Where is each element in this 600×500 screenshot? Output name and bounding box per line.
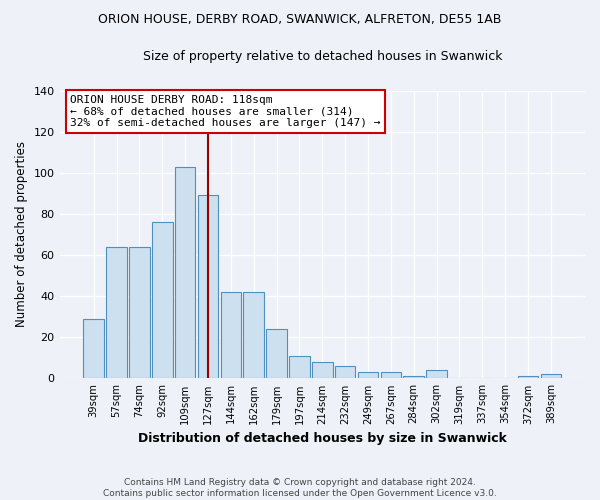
Text: ORION HOUSE, DERBY ROAD, SWANWICK, ALFRETON, DE55 1AB: ORION HOUSE, DERBY ROAD, SWANWICK, ALFRE… [98,12,502,26]
Bar [289,356,310,378]
Bar [175,166,196,378]
Y-axis label: Number of detached properties: Number of detached properties [15,142,28,328]
Bar [83,319,104,378]
Bar [266,329,287,378]
Bar [518,376,538,378]
Bar [198,196,218,378]
Bar [244,292,264,378]
Bar [312,362,332,378]
Title: Size of property relative to detached houses in Swanwick: Size of property relative to detached ho… [143,50,502,63]
Bar [106,247,127,378]
Bar [221,292,241,378]
Bar [403,376,424,378]
Bar [426,370,447,378]
Bar [129,247,150,378]
Bar [335,366,355,378]
Bar [541,374,561,378]
X-axis label: Distribution of detached houses by size in Swanwick: Distribution of detached houses by size … [138,432,507,445]
Bar [358,372,378,378]
Text: ORION HOUSE DERBY ROAD: 118sqm
← 68% of detached houses are smaller (314)
32% of: ORION HOUSE DERBY ROAD: 118sqm ← 68% of … [70,95,380,128]
Bar [380,372,401,378]
Bar [152,222,173,378]
Text: Contains HM Land Registry data © Crown copyright and database right 2024.
Contai: Contains HM Land Registry data © Crown c… [103,478,497,498]
